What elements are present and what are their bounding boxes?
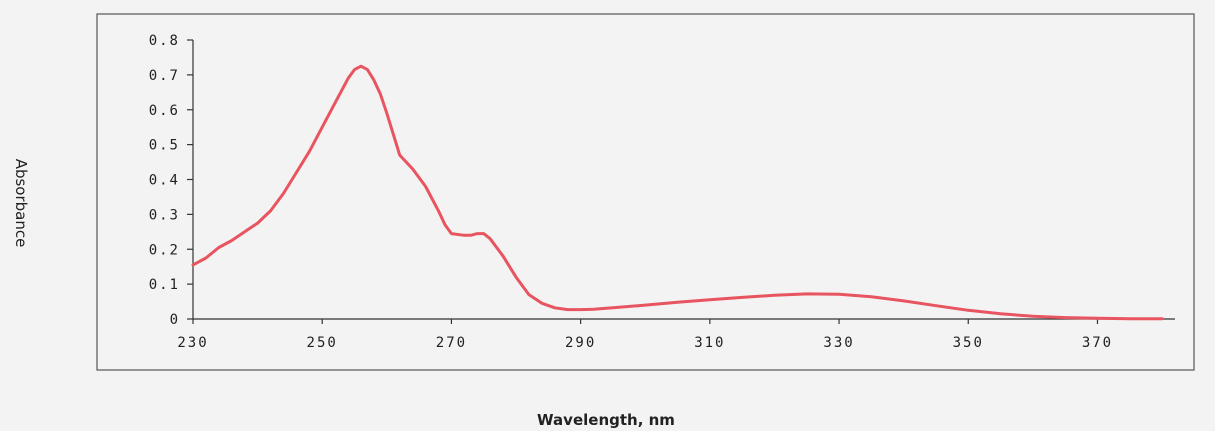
- x-tick-label: 350: [953, 335, 984, 351]
- y-tick-label: 0.5: [149, 138, 180, 154]
- x-tick-label: 230: [177, 335, 208, 351]
- chart-frame: [96, 13, 1195, 371]
- y-tick-label: 0.7: [149, 68, 180, 84]
- x-axis-title: Wavelength, nm: [537, 411, 675, 429]
- y-tick-label: 0.3: [149, 207, 180, 223]
- x-tick-label: 370: [1082, 335, 1113, 351]
- y-tick-label: 0.2: [149, 242, 180, 258]
- x-tick-label: 330: [823, 335, 854, 351]
- series-layer: [191, 64, 1164, 321]
- y-tick-label: 0.1: [149, 277, 180, 293]
- x-tick-label: 290: [565, 335, 596, 351]
- x-tick-label: 270: [436, 335, 467, 351]
- axes: 0 0.1 0.2 0.3 0.4 0.5 0.6 0.7 0.8 230 250 270 290 310…: [149, 33, 1175, 351]
- x-tick-label: 250: [307, 335, 338, 351]
- y-tick-label: 0.8: [149, 33, 180, 49]
- y-axis-title: Absorbance: [12, 159, 30, 248]
- x-tick-label: 310: [694, 335, 725, 351]
- y-tick-label: 0.4: [149, 173, 180, 189]
- y-tick-label: 0.6: [149, 103, 180, 119]
- y-tick-label: 0: [170, 312, 180, 328]
- absorbance-series-line: [191, 64, 1164, 321]
